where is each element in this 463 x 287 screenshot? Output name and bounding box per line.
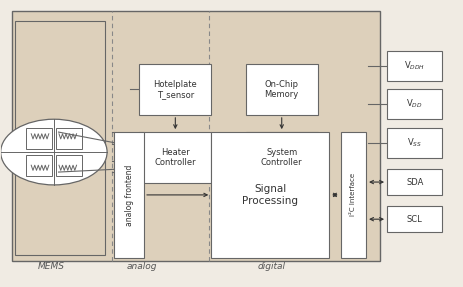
Bar: [211, 132, 328, 258]
Bar: [386, 89, 442, 119]
Bar: [386, 51, 442, 81]
Text: V$_{DD}$: V$_{DD}$: [406, 98, 422, 110]
Text: V$_{SS}$: V$_{SS}$: [407, 137, 421, 149]
Bar: [245, 132, 317, 183]
Bar: [139, 63, 211, 115]
Bar: [26, 128, 51, 149]
Text: Hotelplate
T_sensor: Hotelplate T_sensor: [153, 79, 197, 99]
Bar: [386, 128, 442, 158]
Bar: [139, 132, 211, 183]
Text: System
Controller: System Controller: [260, 148, 302, 168]
Text: Signal
Processing: Signal Processing: [242, 184, 298, 206]
Bar: [12, 11, 379, 261]
Text: SDA: SDA: [405, 178, 423, 187]
Bar: [386, 169, 442, 195]
Text: digital: digital: [257, 261, 285, 271]
Text: analog frontend: analog frontend: [124, 164, 133, 226]
Bar: [386, 206, 442, 232]
Bar: [56, 128, 81, 149]
Circle shape: [0, 119, 107, 185]
Bar: [26, 155, 51, 176]
Text: Heater
Controller: Heater Controller: [154, 148, 196, 168]
Text: V$_{DDH}$: V$_{DDH}$: [403, 59, 425, 72]
Text: SCL: SCL: [406, 215, 422, 224]
Bar: [340, 132, 365, 258]
Bar: [14, 21, 105, 255]
Text: MEMS: MEMS: [38, 261, 65, 271]
Bar: [245, 63, 317, 115]
Text: On-Chip
Memory: On-Chip Memory: [264, 79, 298, 99]
Text: analog: analog: [126, 261, 156, 271]
Bar: [114, 132, 144, 258]
Text: I²C Interface: I²C Interface: [350, 173, 356, 216]
Bar: [56, 155, 81, 176]
